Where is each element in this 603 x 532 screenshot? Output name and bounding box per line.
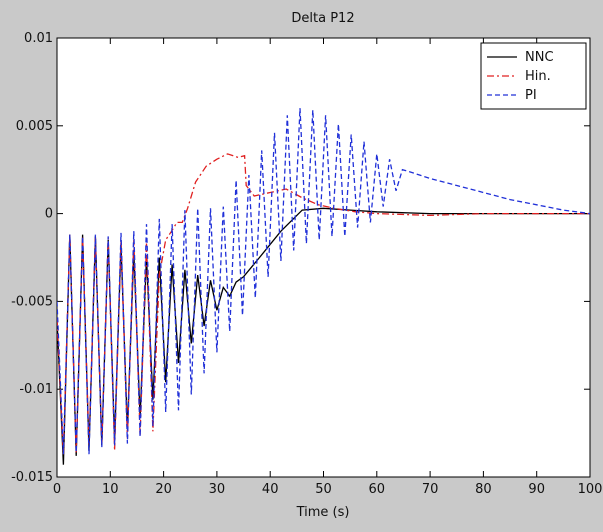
x-tick-label: 50 — [315, 482, 332, 497]
x-tick-label: 70 — [422, 482, 439, 497]
y-tick-label: 0.005 — [16, 119, 53, 134]
y-tick-label: -0.015 — [11, 470, 53, 485]
x-tick-label: 100 — [578, 482, 603, 497]
x-tick-label: 60 — [369, 482, 386, 497]
series-line-pi — [57, 108, 590, 455]
x-tick-label: 90 — [528, 482, 545, 497]
y-axis-ticks: -0.015 -0.01 -0.005 0 0.005 0.01 — [11, 31, 590, 485]
x-tick-label: 20 — [155, 482, 172, 497]
x-axis-ticks: 0 10 20 30 40 50 60 70 80 90 100 — [53, 38, 603, 497]
legend-label: PI — [525, 88, 537, 103]
x-tick-label: 30 — [209, 482, 226, 497]
y-tick-label: -0.005 — [11, 294, 53, 309]
chart-title: Delta P12 — [291, 11, 354, 26]
x-tick-label: 40 — [262, 482, 279, 497]
x-tick-label: 0 — [53, 482, 61, 497]
legend-label: Hin. — [525, 69, 551, 84]
legend-label: NNC — [525, 50, 554, 65]
x-tick-label: 80 — [475, 482, 492, 497]
series-line-hin — [57, 153, 590, 455]
y-tick-label: -0.01 — [19, 382, 53, 397]
y-tick-label: 0.01 — [24, 31, 53, 46]
series-layer — [57, 108, 590, 465]
y-tick-label: 0 — [45, 207, 53, 222]
x-tick-label: 10 — [102, 482, 119, 497]
x-axis-label: Time (s) — [296, 505, 350, 520]
legend: NNC Hin. PI — [480, 42, 587, 110]
